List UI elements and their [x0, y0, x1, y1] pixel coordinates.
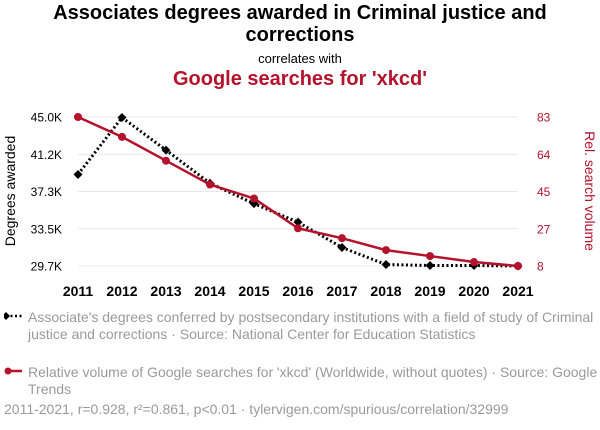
data-point-searches	[74, 113, 82, 121]
y-tick-label-right: 8	[537, 260, 544, 274]
data-point-searches	[382, 246, 390, 255]
y-axis-label-left: Degrees awarded	[2, 136, 18, 247]
data-point-degrees	[337, 242, 347, 252]
data-point-searches	[294, 224, 302, 233]
chart-title: Associates degrees awarded in Criminal j…	[53, 2, 547, 46]
legend-item-degrees: Associate's degrees conferred by postsec…	[4, 309, 600, 343]
x-tick-label: 2015	[238, 283, 269, 299]
y-tick-label-right: 64	[537, 148, 551, 162]
chart-subtitle: correlates with	[258, 51, 342, 66]
footer-stats: 2011-2021, r=0.928, r²=0.861, p<0.01 · t…	[4, 401, 509, 417]
data-point-degrees	[117, 112, 127, 122]
y-tick-label-left: 37.3K	[31, 185, 62, 199]
x-tick-label: 2013	[150, 283, 181, 299]
data-point-searches	[118, 132, 126, 141]
x-tick-label: 2012	[106, 283, 137, 299]
x-tick-label: 2020	[458, 283, 489, 299]
legend-label-degrees: Associate's degrees conferred by postsec…	[28, 309, 594, 342]
data-point-searches	[426, 252, 434, 261]
x-tick-label: 2014	[194, 283, 225, 299]
y-tick-label-left: 33.5K	[31, 222, 62, 236]
grid-lines	[78, 116, 518, 267]
data-point-degrees	[161, 145, 171, 155]
y-tick-label-right: 45	[537, 185, 551, 199]
axis-labels: 45.0K 83 41.2K 64 37.3K 45 33.5K 27 29.7K 8 2011 20…	[31, 111, 551, 300]
data-point-searches	[250, 194, 258, 203]
y-tick-label-right: 27	[537, 222, 551, 236]
x-tick-label: 2017	[326, 283, 357, 299]
data-point-degrees	[73, 169, 83, 179]
chart-second-title: Google searches for 'xkcd'	[172, 68, 428, 90]
data-point-searches	[162, 156, 170, 165]
chart-plot: 45.0K 83 41.2K 64 37.3K 45 33.5K 27 29.7K 8 2011 20…	[2, 111, 598, 300]
legend-item-searches: Relative volume of Google searches for '…	[4, 364, 600, 398]
x-tick-label: 2016	[282, 283, 313, 299]
y-tick-label-right: 83	[537, 111, 551, 125]
y-tick-label-left: 29.7K	[31, 260, 62, 274]
legend-label-searches: Relative volume of Google searches for '…	[28, 364, 598, 397]
y-tick-label-left: 45.0K	[31, 111, 62, 125]
data-point-searches	[470, 258, 478, 267]
x-tick-label: 2011	[63, 283, 94, 299]
data-point-searches	[206, 180, 214, 189]
legend-swatch-degrees	[4, 312, 22, 320]
y-axis-label-right: Rel. search volume	[582, 131, 598, 251]
legend-swatch-searches	[4, 367, 22, 375]
x-tick-label: 2018	[370, 283, 401, 299]
series-layer	[73, 112, 523, 271]
data-point-searches	[514, 262, 522, 270]
data-point-degrees	[425, 261, 435, 271]
data-point-searches	[338, 234, 346, 243]
series-line-degrees	[76, 115, 519, 268]
x-tick-label: 2021	[502, 283, 533, 299]
x-tick-label: 2019	[414, 283, 445, 299]
data-point-degrees	[293, 217, 303, 227]
data-point-degrees	[381, 260, 391, 270]
y-tick-label-left: 41.2K	[31, 148, 62, 162]
